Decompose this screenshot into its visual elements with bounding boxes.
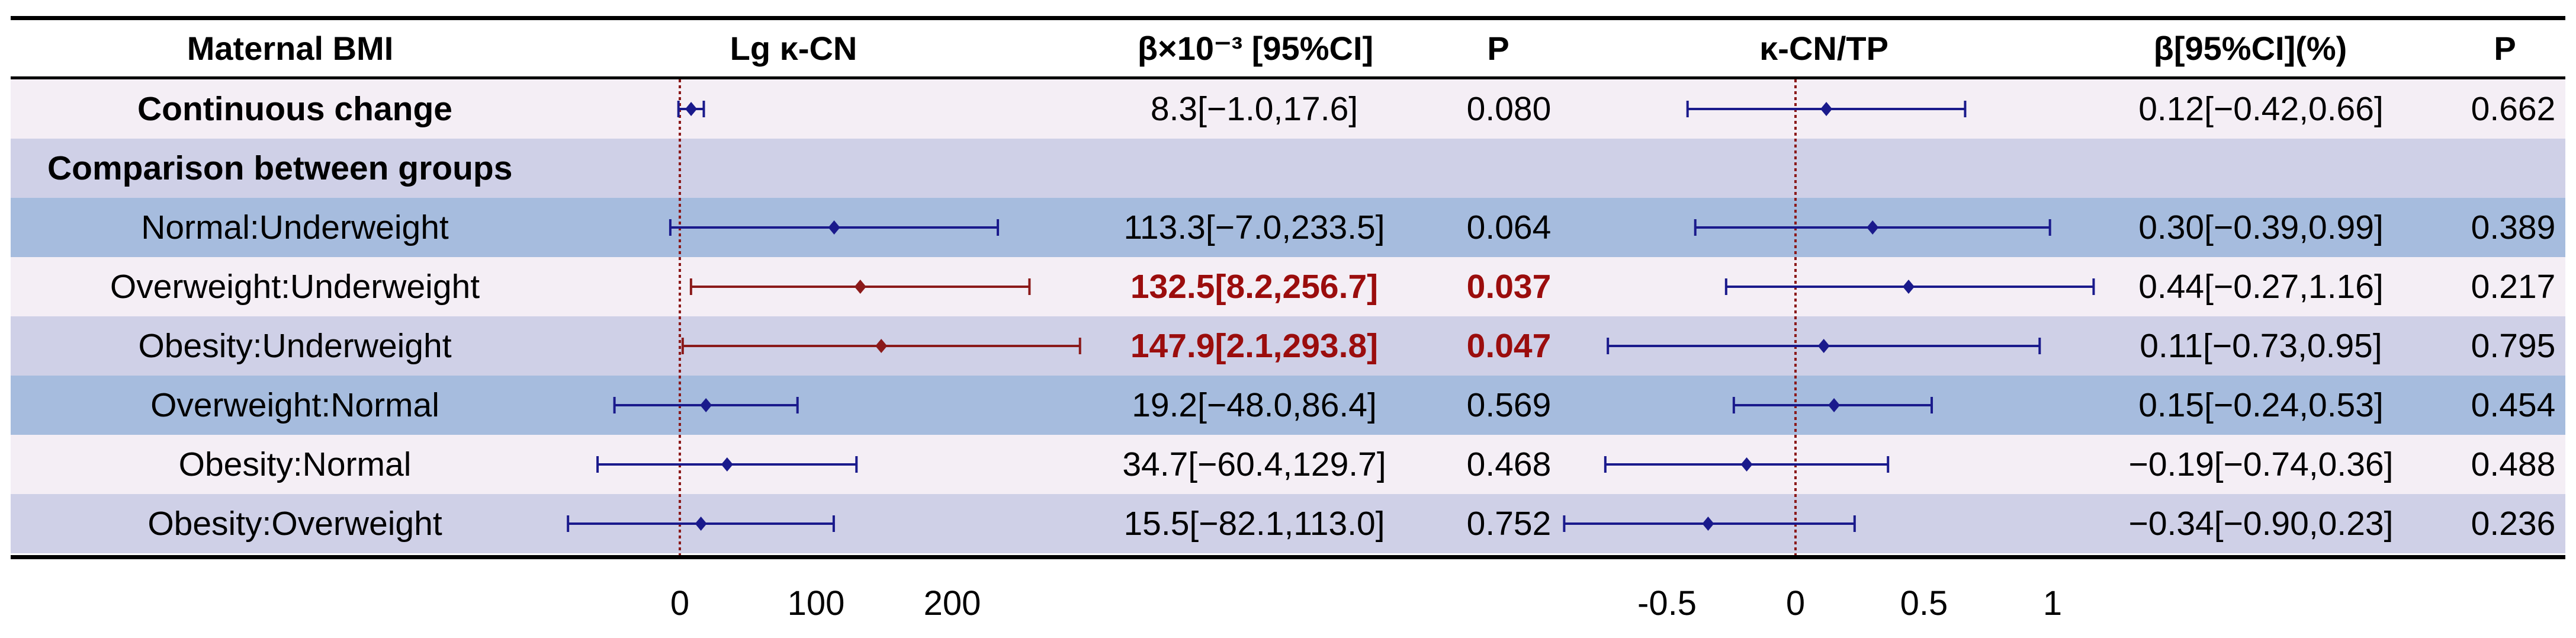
beta-ci-1-value: 113.3[−7.0,233.5] [1123,209,1385,246]
header-p-1: P [1487,30,1509,67]
p-value-2: 0.795 [2471,327,2556,365]
x-tick-label: 100 [788,584,845,623]
header-beta-ci-2: β[95%CI](%) [2153,30,2347,67]
row-label: Normal:Underweight [141,209,449,246]
estimate-marker [1820,102,1833,116]
beta-ci-2-value: 0.15[−0.24,0.53] [2138,386,2384,424]
table-row: Overweight:Normal 19.2[−48.0,86.4] 0.569 0.… [11,376,2565,435]
row-label: Overweight:Underweight [110,268,480,306]
beta-ci-1-value: 8.3[−1.0,17.6] [1150,90,1358,128]
beta-ci-2-value: −0.19[−0.74,0.36] [2128,445,2394,483]
table-top-rule [11,16,2565,20]
p-value-1: 0.064 [1466,209,1552,246]
x-tick-label: 200 [924,584,981,623]
p-value-1: 0.752 [1466,505,1552,543]
header-beta-ci-1: β×10⁻³ [95%CI] [1137,29,1374,67]
estimate-marker [875,339,888,353]
beta-ci-2-value: 0.30[−0.39,0.99] [2138,209,2384,246]
header-maternal-bmi: Maternal BMI [187,30,394,67]
beta-ci-2-value: 0.44[−0.27,1.16] [2138,268,2384,306]
p-value-1: 0.047 [1466,327,1552,365]
table-row: Obesity:Normal 34.7[−60.4,129.7] 0.468 −0.1… [11,435,2565,494]
estimate-marker [1817,339,1830,353]
estimate-marker [700,398,712,412]
beta-ci-1-value: 34.7[−60.4,129.7] [1122,445,1386,483]
x-tick-label: -0.5 [1637,584,1697,623]
beta-ci-1-value: 147.9[2.1,293.8] [1130,327,1379,365]
estimate-marker [1867,220,1879,235]
header-lg-kcn: Lg κ-CN [730,30,857,67]
estimate-marker [1902,280,1915,294]
p-value-1: 0.037 [1466,268,1552,306]
x-tick-label: 1 [2043,584,2062,623]
beta-ci-1-value: 19.2[−48.0,86.4] [1132,386,1377,424]
table-row: Obesity:Underweight 147.9[2.1,293.8] 0.047… [11,316,2565,376]
beta-ci-2-value: 0.11[−0.73,0.95] [2140,327,2382,365]
p-value-1: 0.569 [1466,386,1552,424]
estimate-marker [695,517,707,531]
p-value-2: 0.662 [2471,90,2556,128]
estimate-marker [1740,457,1753,472]
section-row: Comparison between groups [11,139,2565,198]
x-tick-label: 0 [670,584,689,623]
p-value-2: 0.217 [2471,268,2556,306]
header-rule [11,76,2565,79]
x-tick-label: 0.5 [1900,584,1948,623]
table-row: Obesity:Overweight 15.5[−82.1,113.0] 0.752… [11,494,2565,553]
table-bottom-rule [11,555,2565,559]
beta-ci-2-value: −0.34[−0.90,0.23] [2128,505,2394,543]
row-label: Obesity:Underweight [138,327,452,365]
beta-ci-1-value: 15.5[−82.1,113.0] [1123,505,1385,543]
table-row: Continuous change 8.3[−1.0,17.6] 0.080 0.12… [11,79,2565,139]
table-row: Overweight:Underweight 132.5[8.2,256.7] 0.… [11,257,2565,316]
row-label: Comparison between groups [47,149,513,187]
header-kcn-tp: κ-CN/TP [1759,30,1888,67]
row-label: Obesity:Normal [178,445,412,483]
p-value-2: 0.488 [2471,445,2556,483]
x-tick-label: 0 [1786,584,1805,623]
row-label: Overweight:Normal [150,386,439,424]
estimate-marker [685,102,698,116]
p-value-1: 0.468 [1466,445,1552,483]
table-row: Normal:Underweight 113.3[−7.0,233.5] 0.064… [11,198,2565,257]
header-p-2: P [2494,30,2516,67]
beta-ci-1-value: 132.5[8.2,256.7] [1130,268,1379,306]
p-value-2: 0.236 [2471,505,2556,543]
row-label: Continuous change [137,90,452,128]
estimate-marker [828,220,840,235]
estimate-marker [721,457,733,472]
row-label: Obesity:Overweight [147,505,442,543]
estimate-marker [1702,517,1714,531]
p-value-2: 0.389 [2471,209,2556,246]
p-value-1: 0.080 [1466,90,1552,128]
estimate-marker [1828,398,1841,412]
beta-ci-2-value: 0.12[−0.42,0.66] [2138,90,2384,128]
p-value-2: 0.454 [2471,386,2556,424]
estimate-marker [854,280,866,294]
